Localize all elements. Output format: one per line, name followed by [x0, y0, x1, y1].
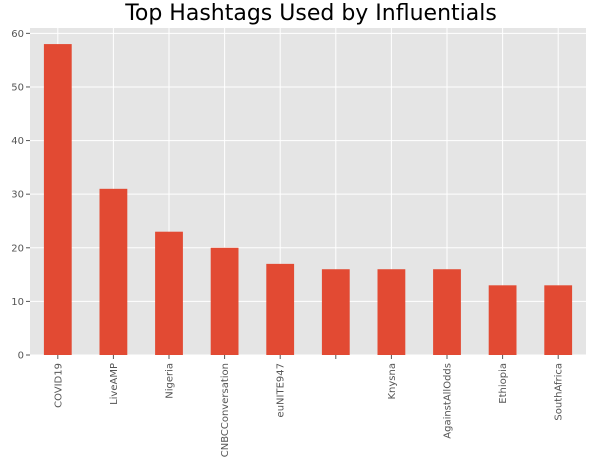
- y-tick-label: 20: [11, 243, 24, 254]
- y-tick-label: 40: [11, 136, 24, 147]
- bar: [377, 269, 406, 355]
- x-tick-label: Nigeria: [165, 363, 176, 399]
- y-axis-ticks: 0 10 20 30 40 50 60: [11, 29, 30, 362]
- bar: [266, 263, 295, 355]
- bar: [99, 188, 128, 355]
- x-tick-label: euNITE947: [276, 363, 287, 417]
- y-tick-label: 50: [11, 82, 24, 93]
- bar: [43, 44, 72, 355]
- bars: [43, 44, 573, 355]
- x-tick-label: COVID19: [53, 363, 64, 408]
- x-axis-ticks: COVID19 LiveAMP Nigeria CNBCConversation euN…: [53, 355, 565, 457]
- x-tick-label: Knysna: [387, 363, 398, 400]
- bar: [155, 231, 183, 355]
- y-tick-label: 60: [11, 29, 24, 40]
- y-tick-label: 0: [18, 351, 24, 362]
- chart-title: Top Hashtags Used by Influentials: [125, 1, 497, 26]
- bar: [488, 285, 517, 355]
- x-tick-label: AgainstAllOdds: [443, 363, 454, 439]
- bar: [321, 269, 350, 355]
- x-tick-label: CNBCConversation: [220, 363, 231, 457]
- bar: [210, 247, 239, 355]
- x-tick-label: Ethiopia: [498, 363, 509, 404]
- y-tick-label: 10: [11, 297, 24, 308]
- x-tick-label: SouthAfrica: [554, 363, 565, 421]
- x-tick-label: LiveAMP: [109, 363, 120, 405]
- y-tick-label: 30: [11, 190, 24, 201]
- bar: [433, 269, 461, 355]
- bar: [544, 285, 573, 355]
